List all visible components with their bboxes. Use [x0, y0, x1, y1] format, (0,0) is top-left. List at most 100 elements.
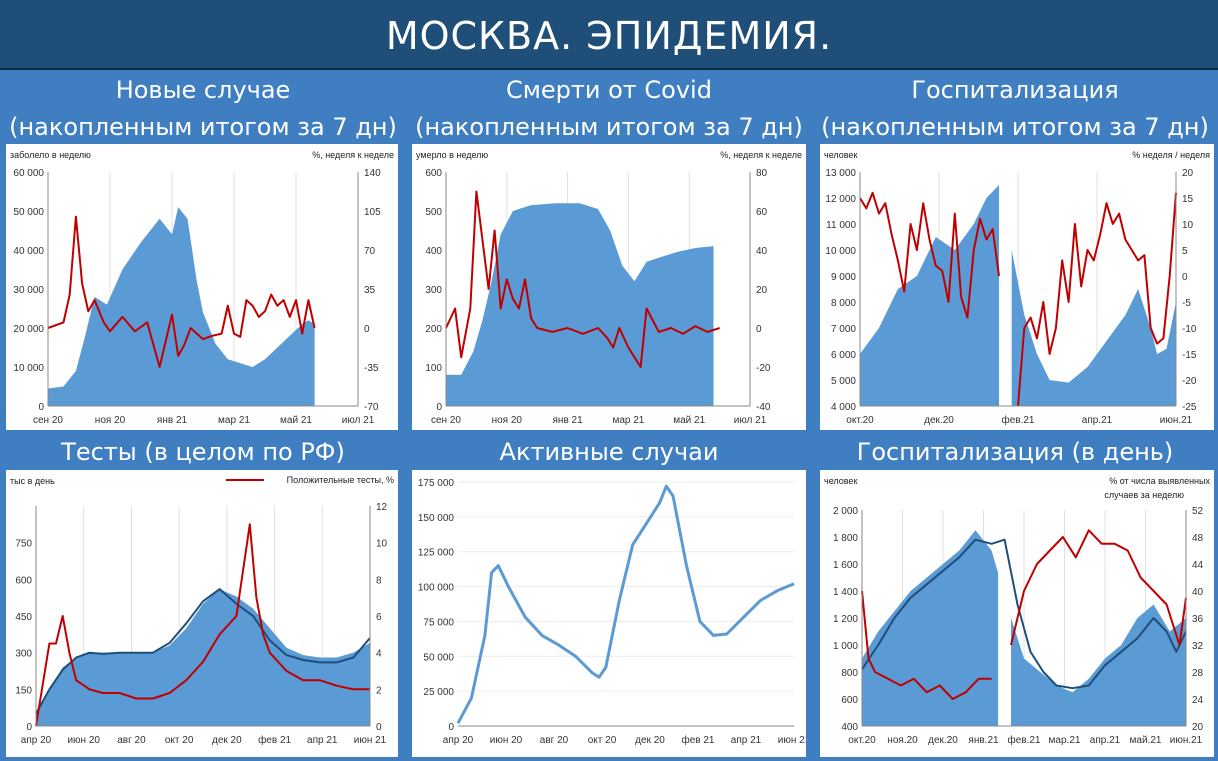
y2-tick-label: 4	[376, 649, 382, 660]
x-tick-label: сен 20	[33, 415, 63, 426]
series-line	[861, 538, 1187, 690]
right-axis-unit: % от числа выявленных	[1109, 476, 1210, 486]
y-tick-label: 400	[425, 246, 442, 257]
y-tick-label: 400	[841, 722, 858, 733]
left-axis-unit: тыс в день	[10, 476, 55, 486]
y2-tick-label: 10	[1182, 220, 1194, 231]
y-tick-label: 1 200	[833, 614, 858, 625]
y-tick-label: 7 000	[831, 324, 856, 335]
y-tick-label: 300	[15, 649, 32, 660]
y2-tick-label: 0	[364, 324, 370, 335]
series-line	[861, 590, 992, 700]
y-tick-label: 600	[425, 168, 442, 179]
series-line	[1010, 529, 1187, 646]
x-tick-label: ноя.20	[887, 735, 918, 746]
series-line	[456, 484, 795, 724]
y-tick-label: 1 800	[833, 533, 858, 544]
data-gap	[998, 510, 1012, 726]
y-tick-label: 30 000	[13, 285, 44, 296]
x-tick-label: дек.20	[928, 735, 958, 746]
x-tick-label: июн.21	[1160, 415, 1193, 426]
y-tick-label: 5 000	[831, 376, 856, 387]
y2-tick-label: -5	[1182, 298, 1191, 309]
y2-tick-label: 44	[1192, 560, 1204, 571]
y-tick-label: 500	[425, 207, 442, 218]
chart-new-cases: сен 20 ноя 20 янв 21 мар 21 май 21 июл 21 0 10 …	[6, 144, 398, 430]
y-tick-label: 50 000	[423, 652, 454, 663]
y-tick-label: 200	[425, 324, 442, 335]
y-tick-label: 20 000	[13, 324, 44, 335]
chart-svg: окт.20 ноя.20 дек.20 янв.21 фев.21 мар.21 апр.…	[824, 476, 1210, 746]
x-tick-label: фев 21	[258, 734, 291, 746]
y2-tick-label: 35	[364, 285, 376, 296]
legend-label: Положительные тесты, %	[287, 475, 394, 485]
series-line	[445, 190, 720, 368]
y2-tick-label: 140	[364, 168, 381, 179]
y-tick-label: 0	[26, 722, 32, 733]
y2-tick-label: 40	[756, 246, 768, 257]
y2-tick-label: -35	[364, 363, 379, 374]
series-line	[859, 191, 1000, 319]
panel-title-line1: Смерти от Covid	[506, 76, 712, 104]
y2-tick-label: 0	[376, 722, 382, 733]
y-tick-label: 13 000	[825, 168, 856, 179]
y-tick-label: 12 000	[825, 194, 856, 205]
x-tick-label: дек 20	[212, 735, 242, 746]
y2-tick-label: -20	[1182, 376, 1197, 387]
series-line	[1017, 192, 1177, 407]
bar-area-series	[48, 207, 315, 406]
x-tick-label: ноя 20	[492, 415, 523, 426]
y-tick-label: 11 000	[826, 220, 856, 231]
x-tick-label: фев.21	[1007, 734, 1040, 746]
y-tick-label: 0	[436, 402, 442, 413]
x-tick-label: авг 20	[117, 735, 146, 746]
x-tick-label: июл 21	[734, 415, 767, 426]
y2-tick-label: 48	[1192, 533, 1204, 544]
series-line	[35, 588, 371, 715]
y2-tick-label: 10	[376, 539, 388, 550]
right-axis-unit: %, неделя к неделе	[720, 150, 802, 160]
chart-tests: апр 20 июн 20 авг 20 окт 20 дек 20 фев 21 апр …	[6, 470, 398, 757]
x-tick-label: окт.20	[848, 735, 876, 746]
y2-tick-label: 36	[1192, 614, 1204, 625]
y-tick-label: 125 000	[418, 548, 455, 559]
y2-tick-label: 52	[1192, 506, 1204, 517]
panel-title-daily-hospitalization: Госпитализация (в день)	[812, 434, 1218, 471]
series-line	[47, 215, 316, 368]
page-title: МОСКВА. ЭПИДЕМИЯ.	[385, 14, 833, 58]
panel-title-line1: Активные случаи	[499, 438, 719, 466]
y-tick-label: 450	[15, 612, 32, 623]
left-axis-unit: человек	[824, 476, 857, 486]
y2-tick-label: 105	[364, 207, 381, 218]
y2-tick-label: 40	[1192, 587, 1204, 598]
chart-svg: апр 20 июн 20 авг 20 окт 20 дек 20 фев 21 апр …	[10, 475, 394, 746]
bar-area-series	[36, 589, 370, 726]
right-axis-unit: % неделя / неделя	[1132, 150, 1210, 160]
y2-tick-label: -15	[1182, 350, 1197, 361]
x-tick-label: авг 20	[540, 735, 569, 746]
x-tick-label: окт.20	[846, 415, 874, 426]
left-axis-unit: заболело в неделю	[10, 150, 91, 160]
y-tick-label: 0	[448, 722, 454, 733]
y2-tick-label: -40	[756, 402, 771, 413]
x-tick-label: май 21	[673, 415, 705, 426]
x-tick-label: сен 20	[431, 415, 461, 426]
y-tick-label: 1 600	[833, 560, 858, 571]
panel-title-line2: (накопленным итогом за 7 дн)	[9, 113, 397, 141]
panel-title-line1: Тесты (в целом по РФ)	[61, 438, 345, 466]
chart-svg: апр 20 июн 20 авг 20 окт 20 дек 20 фев 21 апр …	[418, 478, 806, 746]
y-tick-label: 4 000	[831, 402, 856, 413]
x-tick-label: июн 21	[778, 735, 806, 746]
series-line	[35, 523, 370, 727]
x-tick-label: фев 21	[681, 734, 714, 746]
chart-hospitalization: окт.20 дек.20 фев.21 апр.21 июн.21 4 000 5 000…	[820, 144, 1214, 430]
bar-area-series	[862, 530, 1186, 726]
y-tick-label: 25 000	[423, 687, 454, 698]
y2-tick-label: 28	[1192, 668, 1204, 679]
y-tick-label: 100	[425, 363, 442, 374]
x-tick-label: июн.21	[1170, 735, 1203, 746]
chart-svg: сен 20 ноя 20 янв 21 мар 21 май 21 июл 21 0 10 …	[10, 150, 394, 426]
panel-title-line2: (накопленным итогом за 7 дн)	[821, 113, 1209, 141]
panel-title-line1: Госпитализация	[911, 76, 1119, 104]
y-tick-label: 0	[38, 402, 44, 413]
